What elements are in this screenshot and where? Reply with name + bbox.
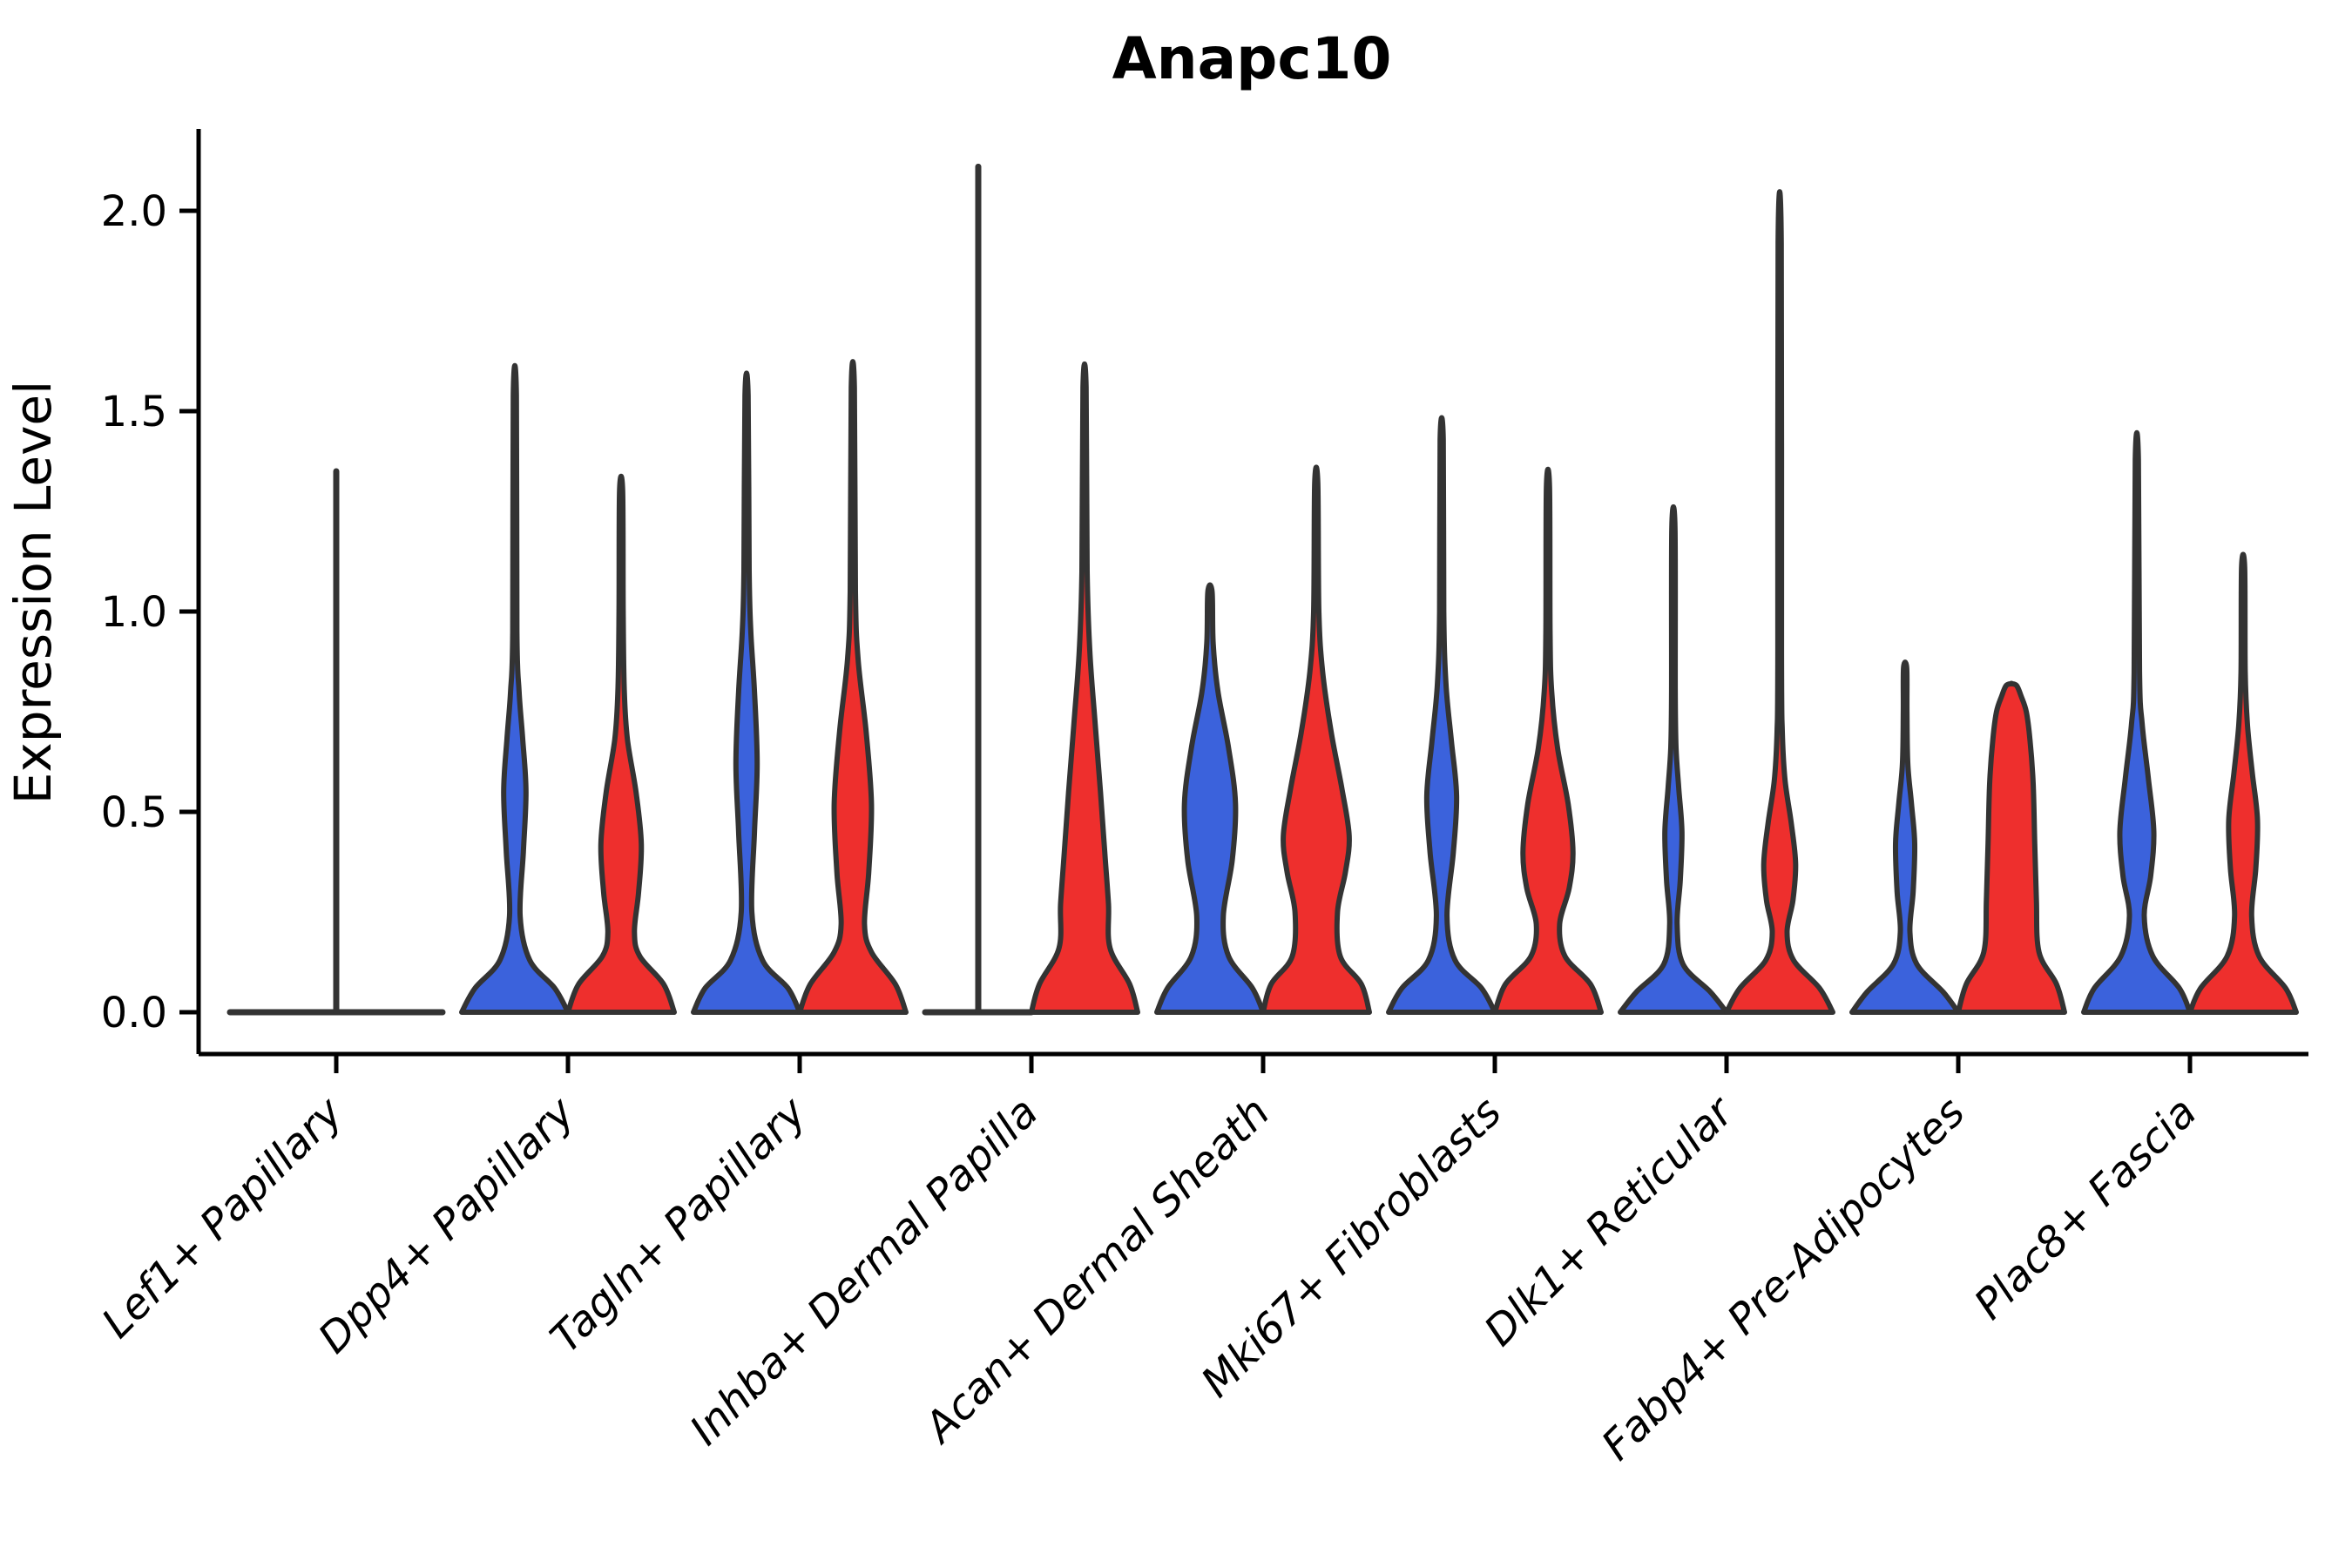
x-tick-label-Dpp4+ Papillary: Dpp4+ Papillary bbox=[309, 1087, 585, 1362]
violin-Plac8+ Fascia-left bbox=[2081, 429, 2193, 1015]
x-tick-label-Plac8+ Fascia: Plac8+ Fascia bbox=[1965, 1088, 2207, 1329]
violin-Fabp4+ Pre-Adipocytes-left bbox=[1849, 659, 1961, 1015]
violin-Dlk1+ Reticular-right bbox=[1724, 189, 1835, 1015]
violin-Tagln+ Papillary-right bbox=[797, 359, 909, 1015]
y-tick-label-0.5: 0.5 bbox=[101, 788, 167, 837]
x-tick-label-Tagln+ Papillary: Tagln+ Papillary bbox=[541, 1087, 816, 1362]
violin-Plac8+ Fascia-right bbox=[2187, 551, 2299, 1015]
violins-layer bbox=[226, 163, 2299, 1016]
violin-Dpp4+ Papillary-right bbox=[565, 473, 677, 1015]
y-tick-label-0.0: 0.0 bbox=[101, 989, 167, 1037]
violin-Tagln+ Papillary-left bbox=[691, 370, 802, 1015]
violin-Mki67+ Fibroblasts-right bbox=[1492, 466, 1604, 1015]
y-axis-label: Expression Level bbox=[3, 381, 63, 804]
violin-Acan+ Dermal Sheath-left bbox=[1154, 582, 1266, 1015]
chart-title: Anapc10 bbox=[1112, 25, 1392, 92]
violin-Mki67+ Fibroblasts-left bbox=[1386, 415, 1497, 1015]
y-tick-label-2.0: 2.0 bbox=[101, 187, 167, 236]
x-tick-label-Dlk1+ Reticular: Dlk1+ Reticular bbox=[1475, 1086, 1745, 1356]
violin-Dpp4+ Papillary-left bbox=[459, 362, 571, 1015]
y-tick-label-1.0: 1.0 bbox=[101, 588, 167, 637]
violin-Inhba+ Dermal Papilla-right bbox=[1029, 362, 1140, 1015]
violin-Dlk1+ Reticular-left bbox=[1618, 504, 1729, 1015]
violin-Acan+ Dermal Sheath-right bbox=[1260, 464, 1372, 1015]
violin-Fabp4+ Pre-Adipocytes-right bbox=[1956, 680, 2067, 1015]
x-tick-label-Lef1+ Papillary: Lef1+ Papillary bbox=[92, 1087, 353, 1348]
y-tick-label-1.5: 1.5 bbox=[101, 388, 167, 436]
